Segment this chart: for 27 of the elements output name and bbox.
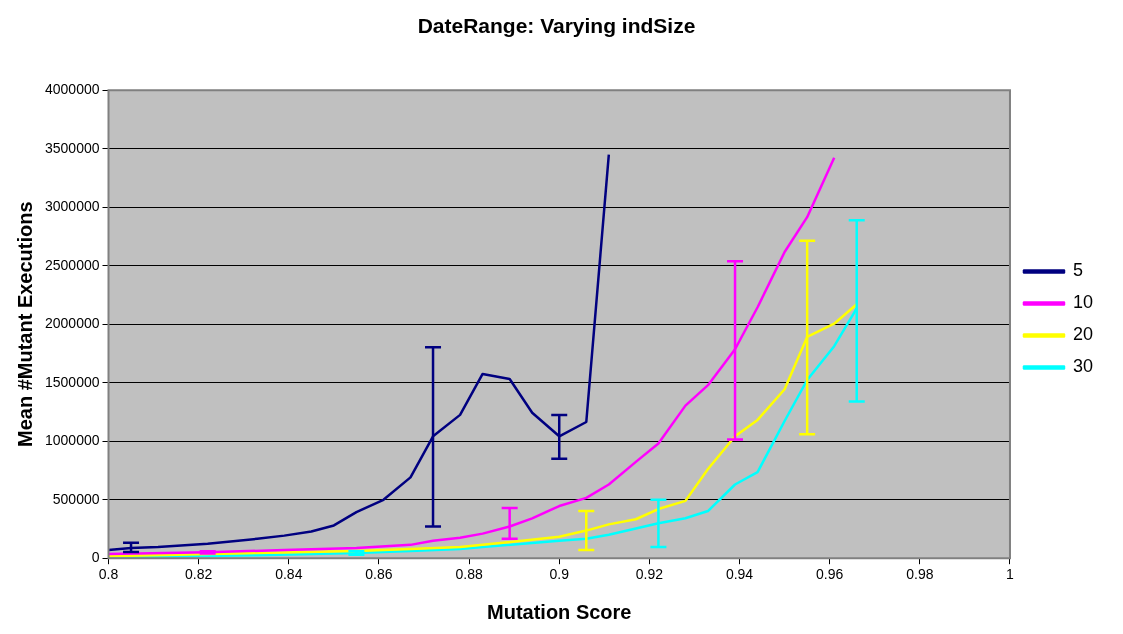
legend-label: 5: [1072, 260, 1083, 281]
x-tick-label: 0.92: [635, 566, 664, 583]
x-tick-label: 0.9: [549, 566, 570, 583]
x-tick-label: 0.94: [725, 566, 754, 583]
chart-title: DateRange: Varying indSize: [417, 14, 696, 38]
y-tick-label: 4000000: [44, 81, 100, 98]
y-tick-label: 500000: [52, 490, 100, 507]
x-tick-label: 0.8: [98, 566, 119, 583]
y-tick-label: 1000000: [44, 432, 100, 449]
x-tick-label: 1: [1006, 566, 1015, 583]
y-tick-label: 2000000: [44, 315, 100, 332]
y-tick-label: 3000000: [44, 198, 100, 215]
y-tick-label: 3500000: [44, 139, 100, 156]
legend-label: 30: [1072, 356, 1094, 377]
y-tick-label: 2500000: [44, 256, 100, 273]
y-tick-label: 1500000: [44, 373, 100, 390]
x-tick-label: 0.84: [275, 566, 303, 583]
x-tick-label: 0.82: [185, 566, 213, 583]
x-tick-label: 0.98: [906, 566, 934, 583]
y-axis-title: Mean #Mutant Executions: [13, 201, 36, 447]
x-tick-label: 0.96: [816, 566, 844, 583]
legend-label: 10: [1072, 292, 1094, 313]
y-tick-label: 0: [91, 549, 100, 566]
x-tick-label: 0.88: [455, 566, 483, 583]
x-axis-title: Mutation Score: [487, 600, 632, 623]
x-tick-label: 0.86: [365, 566, 393, 583]
legend-label: 20: [1072, 324, 1094, 345]
